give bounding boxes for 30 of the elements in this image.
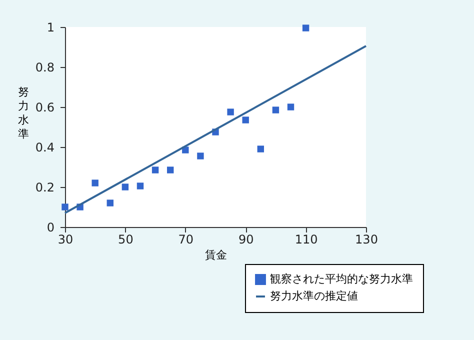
legend-label: 観察された平均的な努力水準 <box>270 272 413 286</box>
x-tick-label: 90 <box>238 232 254 246</box>
point <box>122 184 129 190</box>
point <box>272 106 280 114</box>
point <box>242 116 249 124</box>
point <box>257 146 264 152</box>
x-axis-title: 賃金 <box>205 248 227 262</box>
y-tick-label: 0 <box>46 220 54 234</box>
point <box>302 24 310 32</box>
point <box>152 166 159 174</box>
point <box>197 152 204 160</box>
x-tick-label: 70 <box>178 232 194 246</box>
y-tick-label: 0.2 <box>35 180 54 194</box>
y-axis-title: 努力水準 <box>18 86 29 140</box>
y-tick-label: 0.4 <box>35 140 54 154</box>
point <box>287 104 294 110</box>
x-tick-label: 110 <box>294 232 318 246</box>
legend-label: 努力水準の推定値 <box>270 290 358 302</box>
x-tick-label: 50 <box>118 232 134 246</box>
x-tick-label: 130 <box>355 232 378 246</box>
y-tick-label: 0.8 <box>35 60 54 74</box>
point <box>92 180 98 186</box>
point <box>136 182 144 190</box>
point <box>106 200 114 206</box>
y-tick-label: 0.6 <box>35 100 54 114</box>
y-tick-label: 1 <box>46 20 54 34</box>
x-tick-label: 30 <box>58 232 74 246</box>
point <box>62 204 68 210</box>
point <box>227 108 234 116</box>
point <box>166 166 174 174</box>
